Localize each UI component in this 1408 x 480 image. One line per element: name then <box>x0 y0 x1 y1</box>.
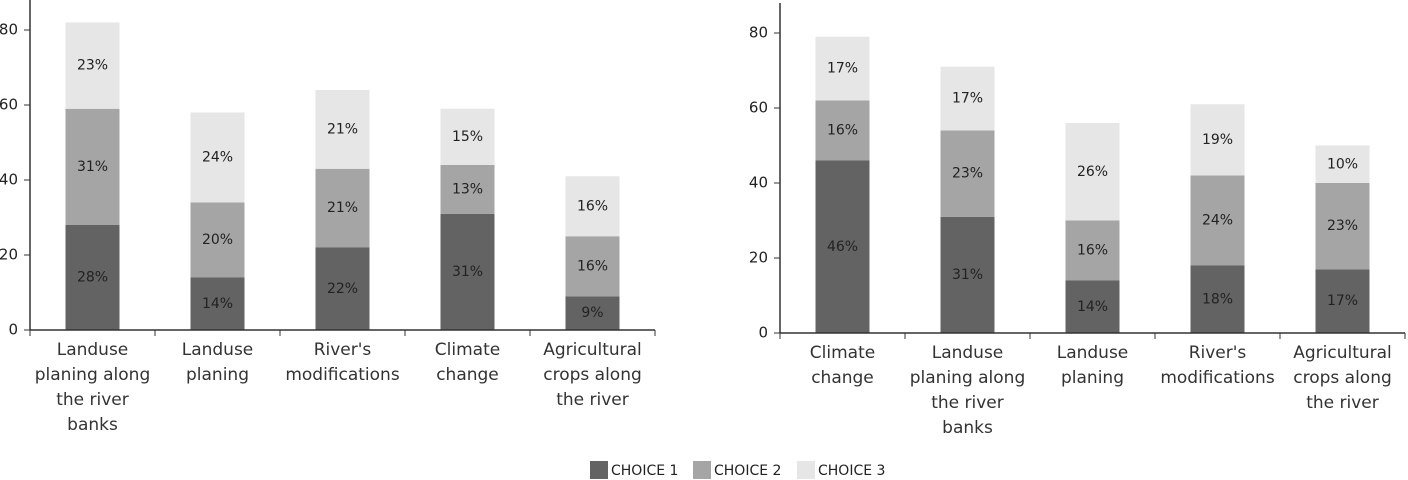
data-label: 24% <box>1202 213 1233 229</box>
data-label: 21% <box>327 121 358 137</box>
legend-swatch <box>590 461 608 479</box>
bar-segment <box>1315 269 1370 333</box>
x-tick-label: Climate change <box>434 340 501 385</box>
y-tick-label: 20 <box>749 249 768 267</box>
y-tick-label: 60 <box>0 96 18 114</box>
y-tick-label: 80 <box>0 21 18 39</box>
data-label: 15% <box>452 129 483 145</box>
data-label: 16% <box>577 258 608 274</box>
data-label: 14% <box>202 296 233 312</box>
y-tick-label: 20 <box>0 246 18 264</box>
bar-segment <box>565 176 620 237</box>
bar-segment <box>440 108 495 165</box>
data-label: 16% <box>577 198 608 214</box>
data-label: 28% <box>77 270 108 286</box>
y-tick-label: 40 <box>0 171 18 189</box>
x-tick-label: Landuse planing <box>1056 343 1129 388</box>
data-label: 46% <box>827 239 858 255</box>
data-label: 31% <box>452 264 483 280</box>
legend-label: CHOICE 1 <box>611 463 678 479</box>
data-label: 21% <box>327 200 358 216</box>
data-label: 10% <box>1327 156 1358 172</box>
bar-segment <box>940 216 995 333</box>
x-tick-label: Landuse planing <box>181 340 254 385</box>
bar-segment <box>1065 220 1120 281</box>
bar-segment <box>65 225 120 330</box>
legend-swatch <box>693 461 711 479</box>
bar-segment <box>190 112 245 203</box>
y-tick-label: 80 <box>749 24 768 42</box>
bar-segment <box>315 168 370 248</box>
bar-segment <box>65 22 120 109</box>
bar-segment <box>565 236 620 297</box>
data-label: 26% <box>1077 164 1108 180</box>
data-label: 18% <box>1202 291 1233 307</box>
y-tick-label: 40 <box>749 174 768 192</box>
data-label: 9% <box>581 305 603 321</box>
x-tick-label: Climate change <box>809 343 876 388</box>
data-label: 31% <box>952 267 983 283</box>
data-label: 14% <box>1077 299 1108 315</box>
legend-label: CHOICE 2 <box>714 463 781 479</box>
bar-segment <box>565 296 620 330</box>
x-tick-label: Landuse planing along the river banks <box>34 340 151 435</box>
bar-segment <box>1065 123 1120 221</box>
data-label: 13% <box>452 181 483 197</box>
data-label: 16% <box>1077 243 1108 259</box>
x-tick-label: River's modifications <box>285 340 400 385</box>
data-label: 17% <box>827 61 858 77</box>
bar-segment <box>315 247 370 330</box>
data-label: 17% <box>952 91 983 107</box>
data-label: 19% <box>1202 132 1233 148</box>
x-tick-label: Landuse planing along the river banks <box>909 343 1026 438</box>
y-tick-label: 0 <box>8 321 18 339</box>
bar-segment <box>1315 183 1370 270</box>
bar-segment <box>815 36 870 101</box>
y-tick-label: 60 <box>749 99 768 117</box>
bar-segment <box>815 160 870 333</box>
bar-segment <box>190 277 245 330</box>
bar-segment <box>65 108 120 225</box>
bar-segment <box>1315 145 1370 183</box>
data-label: 31% <box>77 159 108 175</box>
bar-segment <box>440 165 495 214</box>
bar-segment <box>1190 175 1245 266</box>
data-label: 24% <box>202 150 233 166</box>
x-tick-label: Agricultural crops along the river <box>543 340 642 410</box>
data-label: 16% <box>827 123 858 139</box>
legend-swatch <box>797 461 815 479</box>
legend-label: CHOICE 3 <box>818 463 885 479</box>
bar-segment <box>815 100 870 161</box>
bar-segment <box>1190 265 1245 333</box>
data-label: 23% <box>77 58 108 74</box>
data-label: 23% <box>952 166 983 182</box>
data-label: 17% <box>1327 293 1358 309</box>
bar-segment <box>940 130 995 217</box>
x-tick-label: Agricultural crops along the river <box>1293 343 1392 413</box>
bar-segment <box>440 213 495 330</box>
bar-segment <box>1190 104 1245 176</box>
data-label: 23% <box>1327 218 1358 234</box>
y-tick-label: 0 <box>758 324 768 342</box>
bar-segment <box>190 202 245 278</box>
bar-segment <box>1065 280 1120 333</box>
x-tick-label: River's modifications <box>1160 343 1275 388</box>
bar-segment <box>940 66 995 131</box>
data-label: 22% <box>327 281 358 297</box>
data-label: 20% <box>202 232 233 248</box>
bar-segment <box>315 90 370 169</box>
